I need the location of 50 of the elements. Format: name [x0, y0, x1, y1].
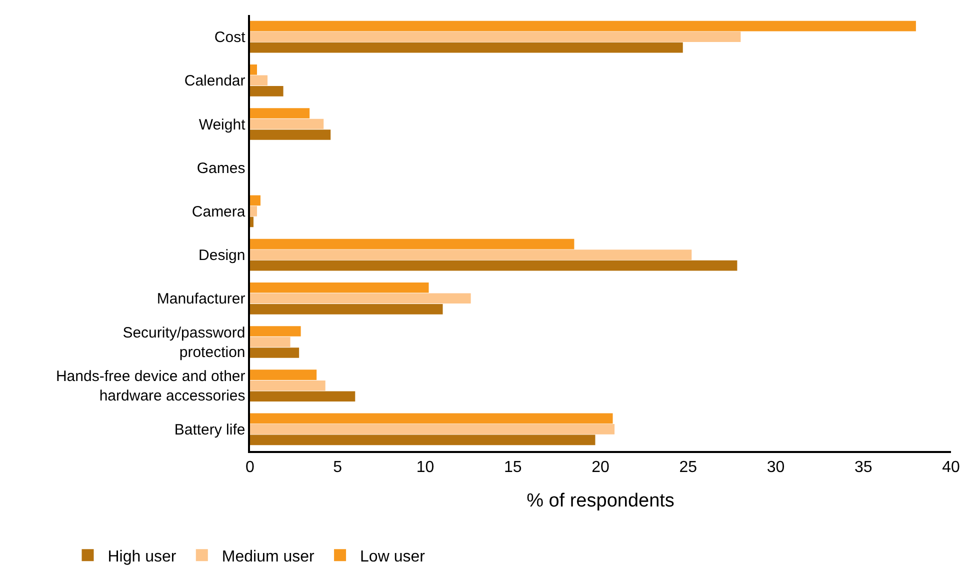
- bar: [250, 32, 741, 42]
- y-tick-label: Manufacturer: [156, 290, 246, 308]
- bar: [250, 336, 290, 348]
- bar: [250, 238, 574, 250]
- x-tick-label: 20: [592, 458, 610, 476]
- y-tick-label: Games: [196, 160, 246, 177]
- y-tick-label: Camera: [192, 203, 246, 220]
- bar: [250, 380, 326, 391]
- bar: [250, 391, 356, 402]
- bar: [250, 86, 284, 96]
- y-tick-label: Design: [198, 247, 246, 264]
- bar: [250, 434, 596, 446]
- x-tick-label: 10: [416, 458, 434, 476]
- bar: [250, 370, 317, 380]
- bar: [250, 20, 916, 32]
- x-axis-title: % of respondents: [526, 490, 674, 512]
- x-tick-label: 15: [504, 458, 522, 476]
- bar: [250, 206, 258, 216]
- bar: [250, 195, 261, 206]
- bar: [250, 282, 429, 293]
- x-tick-label: 25: [679, 458, 698, 476]
- x-tick-label: 40: [942, 458, 960, 476]
- legend-label: High user: [108, 548, 177, 566]
- bar: [250, 216, 254, 228]
- bar: [250, 64, 258, 75]
- legend-label: Low user: [360, 548, 426, 566]
- bar: [250, 108, 310, 118]
- bar: [250, 326, 301, 336]
- bar: [250, 413, 613, 424]
- bar: [250, 304, 443, 314]
- y-tick-label: Security/password protection: [122, 324, 246, 361]
- x-tick-label: 5: [333, 458, 342, 476]
- bar: [250, 75, 268, 86]
- y-tick-label: Battery life: [174, 421, 246, 438]
- bar: [250, 130, 331, 140]
- bar: [250, 293, 471, 304]
- bar: [250, 118, 324, 130]
- x-tick-label: 30: [766, 458, 785, 476]
- bar: [250, 424, 615, 434]
- x-tick-label: 35: [854, 458, 872, 476]
- bar: [250, 42, 683, 53]
- y-tick-label: Weight: [198, 116, 246, 134]
- bar: [250, 260, 738, 271]
- y-tick-label: Hands-free device and other hardware accessories: [56, 368, 246, 405]
- y-tick-label: Cost: [214, 29, 246, 46]
- bar: [250, 348, 300, 358]
- x-tick-label: 0: [246, 458, 255, 476]
- legend-label: Medium user: [222, 548, 316, 566]
- bar: [250, 250, 692, 260]
- y-tick-label: Calendar: [184, 72, 246, 90]
